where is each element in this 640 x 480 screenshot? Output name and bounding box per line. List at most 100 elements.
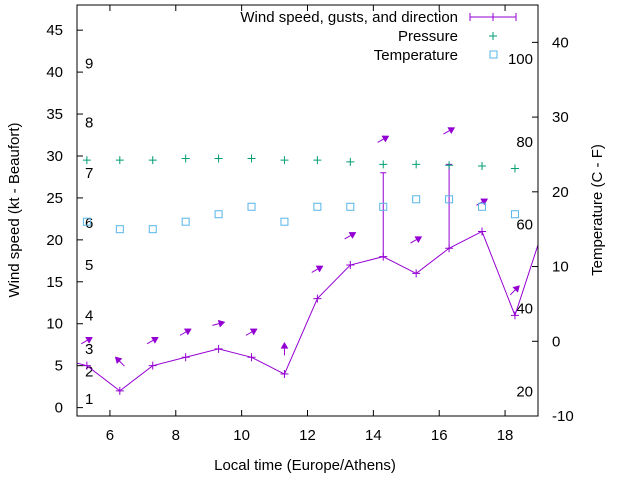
y-tick-label: 5: [55, 358, 63, 375]
fahrenheit-label: 40: [516, 300, 533, 317]
temperature-point: [280, 217, 289, 226]
legend-pressure-marker: [489, 32, 497, 40]
x-tick-label: 16: [431, 427, 448, 444]
wind-speed-point: [510, 311, 519, 320]
wind-speed-point: [313, 294, 322, 303]
legend-wind-marker: [489, 13, 497, 21]
pressure-point: [510, 164, 519, 173]
pressure-point: [214, 154, 223, 163]
wind-direction-arrow-head: [414, 236, 423, 244]
wind-direction-arrow-head: [480, 198, 489, 206]
pressure-point: [478, 162, 487, 171]
chart-tick-labels-layer: 6 8 10 12 14 16 18051015202530354045-100102030…: [46, 22, 573, 444]
y2-tick-label: 10: [552, 259, 569, 276]
wind-direction-arrow-head: [150, 336, 159, 344]
wind-direction-arrow-head: [512, 285, 520, 293]
wind-direction-arrow-shaft: [344, 234, 351, 240]
y2-tick-label: 20: [552, 184, 569, 201]
y-tick-label: 10: [46, 316, 63, 333]
wind-direction-arrow-shaft: [146, 339, 154, 345]
temperature-point: [313, 202, 322, 211]
pressure-point: [280, 156, 289, 165]
temperature-point: [445, 195, 454, 204]
pressure-point: [346, 157, 355, 166]
pressure-point: [148, 156, 157, 165]
x-axis-title: Local time (Europe/Athens): [214, 457, 396, 474]
wind-speed-point: [82, 361, 91, 370]
wind-direction-arrow-head: [447, 127, 456, 135]
x-tick-label: 8: [172, 427, 180, 444]
wind-speed-point: [148, 361, 157, 370]
x-tick-label: 18: [497, 427, 514, 444]
fahrenheit-label: 100: [508, 51, 533, 68]
wind-direction-arrow-shaft: [311, 268, 319, 273]
wind-direction-arrow-head: [114, 356, 123, 365]
y-axis-title: Wind speed (kt - Beaufort): [6, 122, 23, 297]
chart-ticks-layer: [77, 5, 538, 417]
pressure-point: [181, 154, 190, 163]
pressure-point: [313, 156, 322, 165]
fahrenheit-label: 80: [516, 134, 533, 151]
wind-direction-arrow-shaft: [410, 239, 417, 244]
wind-direction-arrow-head: [217, 319, 226, 328]
y-tick-label: 25: [46, 190, 63, 207]
y-tick-label: 35: [46, 106, 63, 123]
legend-pressure-label: Pressure: [398, 28, 458, 45]
fahrenheit-label: 20: [516, 383, 533, 400]
legend-wind-label: Wind speed, gusts, and direction: [240, 9, 458, 26]
temperature-point: [148, 225, 157, 234]
beaufort-label: 8: [85, 114, 93, 131]
y2-tick-label: 0: [552, 333, 560, 350]
legend-temperature-marker: [489, 50, 498, 59]
wind-direction-arrow-head: [315, 265, 324, 273]
temperature-point: [115, 225, 124, 234]
y-tick-label: 0: [55, 400, 63, 417]
wind-speed-point: [346, 261, 355, 270]
legend: Wind speed, gusts, and direction Pressur…: [240, 9, 517, 64]
x-tick-label: 6: [106, 427, 114, 444]
x-tick-label: 10: [233, 427, 250, 444]
plot-area-border: [76, 4, 539, 417]
chart-series-layer: [77, 127, 538, 395]
temperature-point: [510, 210, 519, 219]
beaufort-label: 2: [85, 364, 93, 381]
wind-speed-point: [181, 353, 190, 362]
y-tick-label: 30: [46, 148, 63, 165]
beaufort-label: 6: [85, 215, 93, 232]
wind-direction-arrow-shaft: [119, 360, 125, 367]
wind-direction-arrow-shaft: [80, 339, 88, 345]
wind-direction-arrow-head: [381, 135, 390, 143]
wind-speed-point: [412, 269, 421, 278]
fahrenheit-label: 60: [516, 217, 533, 234]
wind-direction-arrow-shaft: [179, 331, 187, 336]
wind-direction-arrow-head: [249, 328, 258, 336]
temperature-point: [82, 217, 91, 226]
beaufort-label: 5: [85, 257, 93, 274]
wind-speed-point: [247, 353, 256, 362]
y-tick-label: 20: [46, 232, 63, 249]
y-tick-label: 45: [46, 22, 63, 39]
beaufort-label: 4: [85, 307, 93, 324]
pressure-point: [82, 156, 91, 165]
x-tick-label: 12: [299, 427, 316, 444]
wind-speed-line: [77, 230, 538, 392]
wind-direction-arrow-shaft: [212, 323, 220, 326]
wind-direction-arrow-head: [183, 328, 192, 336]
wind-direction-arrow-head: [85, 336, 93, 344]
temperature-point: [214, 210, 223, 219]
wind-speed-point: [478, 227, 487, 236]
clipped-series-group: [77, 127, 538, 395]
beaufort-label: 7: [85, 165, 93, 182]
temperature-point: [478, 202, 487, 211]
temperature-point: [247, 202, 256, 211]
wind-speed-point: [280, 370, 289, 379]
temperature-point: [346, 202, 355, 211]
wind-speed-point: [115, 386, 124, 395]
y2-tick-label: 40: [552, 34, 569, 51]
legend-temperature-label: Temperature: [374, 47, 458, 64]
wind-direction-arrow-head: [280, 341, 289, 349]
wind-direction-arrow-head: [348, 232, 357, 239]
temperature-point: [379, 202, 388, 211]
pressure-point: [445, 161, 454, 170]
